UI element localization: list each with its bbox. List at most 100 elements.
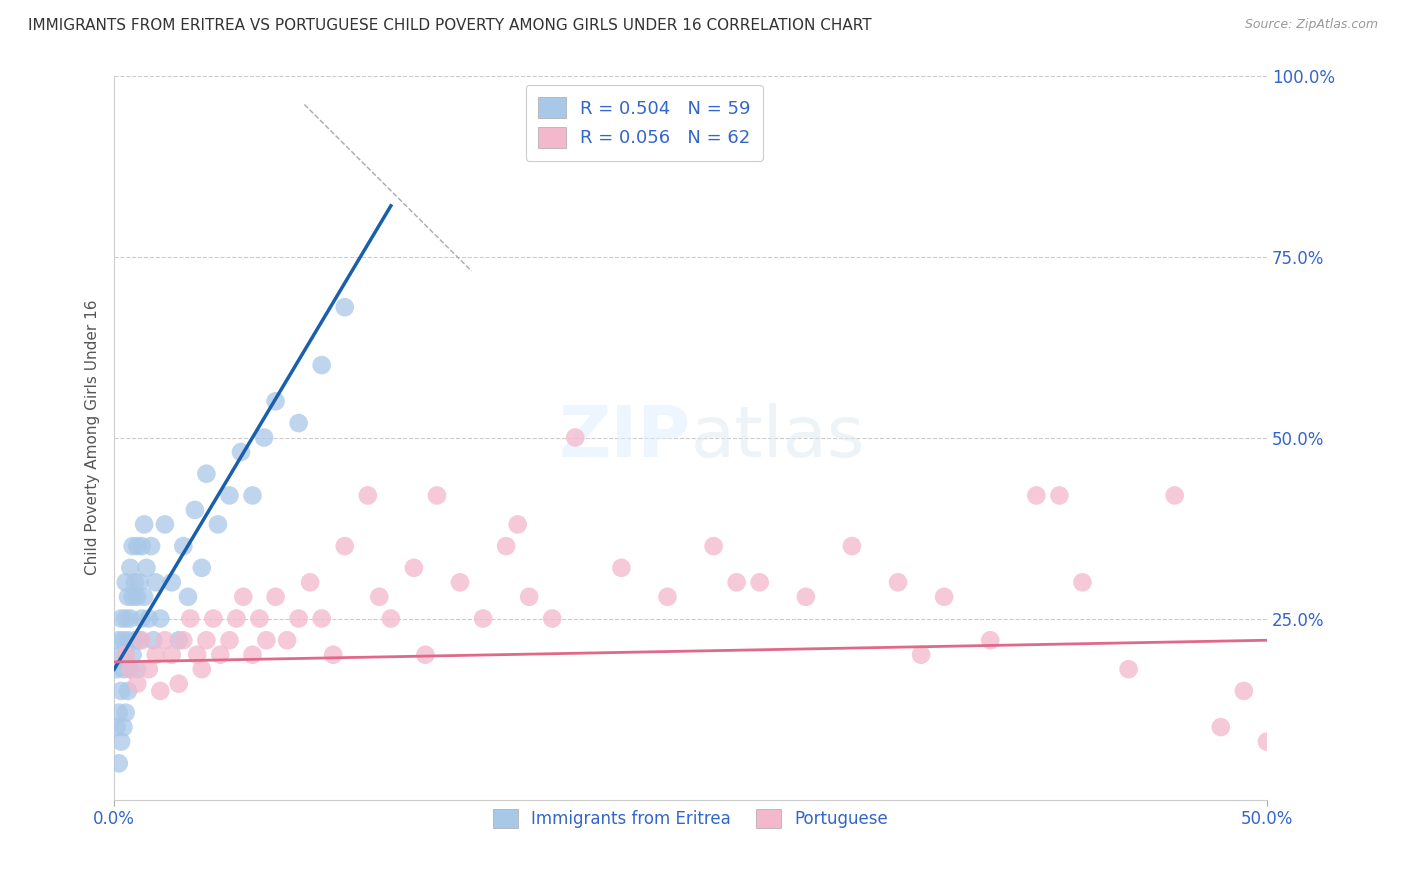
- Point: [120, 662, 142, 676]
- Point: [191, 561, 214, 575]
- Point: [107, 756, 129, 771]
- Point: [380, 611, 402, 625]
- Point: [195, 467, 218, 481]
- Point: [1025, 488, 1047, 502]
- Point: [426, 488, 449, 502]
- Text: Source: ZipAtlas.com: Source: ZipAtlas.com: [1244, 18, 1378, 31]
- Point: [112, 633, 135, 648]
- Point: [1071, 575, 1094, 590]
- Point: [184, 503, 207, 517]
- Point: [229, 445, 252, 459]
- Point: [124, 633, 146, 648]
- Point: [114, 648, 136, 662]
- Point: [134, 590, 156, 604]
- Point: [254, 633, 277, 648]
- Point: [172, 633, 194, 648]
- Point: [202, 611, 225, 625]
- Point: [110, 611, 132, 625]
- Point: [311, 358, 333, 372]
- Point: [167, 676, 190, 690]
- Point: [253, 430, 276, 444]
- Point: [225, 611, 247, 625]
- Point: [149, 684, 172, 698]
- Point: [1163, 488, 1185, 502]
- Point: [117, 633, 139, 648]
- Point: [517, 590, 540, 604]
- Point: [703, 539, 725, 553]
- Point: [368, 590, 391, 604]
- Point: [114, 611, 136, 625]
- Text: IMMIGRANTS FROM ERITREA VS PORTUGUESE CHILD POVERTY AMONG GIRLS UNDER 16 CORRELA: IMMIGRANTS FROM ERITREA VS PORTUGUESE CH…: [28, 18, 872, 33]
- Point: [311, 611, 333, 625]
- Point: [138, 662, 160, 676]
- Point: [124, 575, 146, 590]
- Point: [120, 662, 142, 676]
- Point: [117, 684, 139, 698]
- Point: [105, 662, 128, 676]
- Point: [128, 575, 150, 590]
- Point: [264, 590, 287, 604]
- Point: [934, 590, 956, 604]
- Point: [114, 575, 136, 590]
- Point: [167, 633, 190, 648]
- Point: [449, 575, 471, 590]
- Y-axis label: Child Poverty Among Girls Under 16: Child Poverty Among Girls Under 16: [86, 300, 100, 575]
- Point: [322, 648, 344, 662]
- Point: [1233, 684, 1256, 698]
- Point: [218, 488, 240, 502]
- Point: [131, 633, 153, 648]
- Point: [112, 662, 135, 676]
- Point: [357, 488, 380, 502]
- Point: [107, 633, 129, 648]
- Point: [207, 517, 229, 532]
- Point: [153, 517, 176, 532]
- Point: [242, 488, 264, 502]
- Point: [117, 590, 139, 604]
- Point: [142, 633, 165, 648]
- Point: [1047, 488, 1070, 502]
- Point: [249, 611, 271, 625]
- Point: [242, 648, 264, 662]
- Point: [1256, 734, 1278, 748]
- Point: [139, 539, 162, 553]
- Legend: Immigrants from Eritrea, Portuguese: Immigrants from Eritrea, Portuguese: [486, 802, 894, 835]
- Point: [186, 648, 208, 662]
- Point: [232, 590, 254, 604]
- Point: [105, 720, 128, 734]
- Point: [120, 611, 142, 625]
- Point: [415, 648, 437, 662]
- Point: [610, 561, 633, 575]
- Point: [209, 648, 232, 662]
- Point: [127, 662, 149, 676]
- Point: [887, 575, 910, 590]
- Point: [402, 561, 425, 575]
- Point: [107, 706, 129, 720]
- Point: [110, 684, 132, 698]
- Point: [128, 633, 150, 648]
- Point: [153, 633, 176, 648]
- Point: [149, 611, 172, 625]
- Point: [121, 539, 143, 553]
- Point: [495, 539, 517, 553]
- Point: [177, 590, 200, 604]
- Point: [910, 648, 932, 662]
- Point: [127, 539, 149, 553]
- Point: [110, 648, 132, 662]
- Point: [264, 394, 287, 409]
- Point: [145, 648, 167, 662]
- Point: [657, 590, 679, 604]
- Point: [333, 300, 356, 314]
- Point: [979, 633, 1001, 648]
- Point: [195, 633, 218, 648]
- Point: [506, 517, 529, 532]
- Point: [131, 539, 153, 553]
- Point: [794, 590, 817, 604]
- Point: [472, 611, 495, 625]
- Point: [725, 575, 748, 590]
- Point: [841, 539, 863, 553]
- Point: [120, 561, 142, 575]
- Point: [121, 590, 143, 604]
- Point: [114, 706, 136, 720]
- Point: [541, 611, 564, 625]
- Point: [564, 430, 586, 444]
